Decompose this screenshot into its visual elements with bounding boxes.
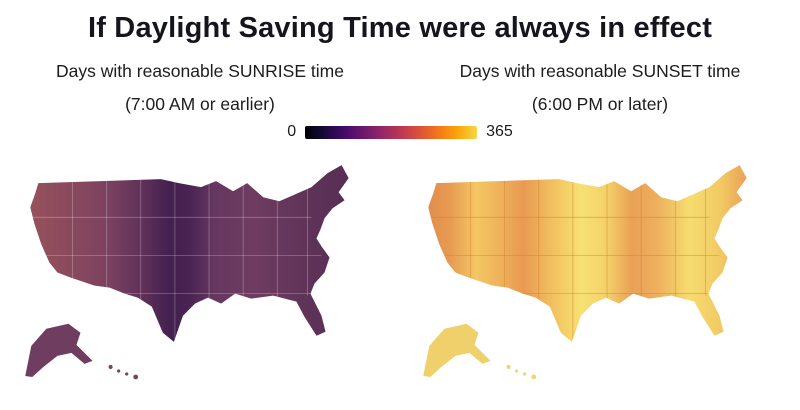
state-borders — [428, 173, 720, 342]
sunrise-title-block: Days with reasonable SUNRISE time (7:00 … — [0, 61, 400, 115]
hawaii-islands — [108, 364, 139, 380]
state-borders — [30, 173, 322, 342]
map-titles-row: Days with reasonable SUNRISE time (7:00 … — [0, 61, 800, 115]
alaska-shape — [25, 323, 93, 377]
contiguous-us-shape — [30, 165, 349, 342]
alaska-shape — [423, 323, 491, 377]
sunrise-map-subtitle: (7:00 AM or earlier) — [125, 94, 275, 114]
maps-row — [0, 145, 800, 381]
colorbar-gradient — [305, 125, 478, 139]
sunrise-map-title: Days with reasonable SUNRISE time — [56, 61, 344, 81]
sunset-map — [423, 165, 747, 380]
sunset-map-subtitle: (6:00 PM or later) — [531, 94, 669, 114]
colorbar-min-label: 0 — [287, 123, 297, 140]
contiguous-us-shape — [428, 165, 747, 342]
hawaii-islands — [506, 364, 537, 380]
colorbar-max-label: 365 — [486, 123, 513, 140]
sunset-title-block: Days with reasonable SUNSET time (6:00 P… — [400, 61, 800, 115]
sunset-map-title: Days with reasonable SUNSET time — [459, 61, 741, 81]
colorbar: 0 365 — [0, 123, 800, 141]
sunrise-map — [25, 165, 349, 380]
page-title: If Daylight Saving Time were always in e… — [87, 12, 713, 44]
